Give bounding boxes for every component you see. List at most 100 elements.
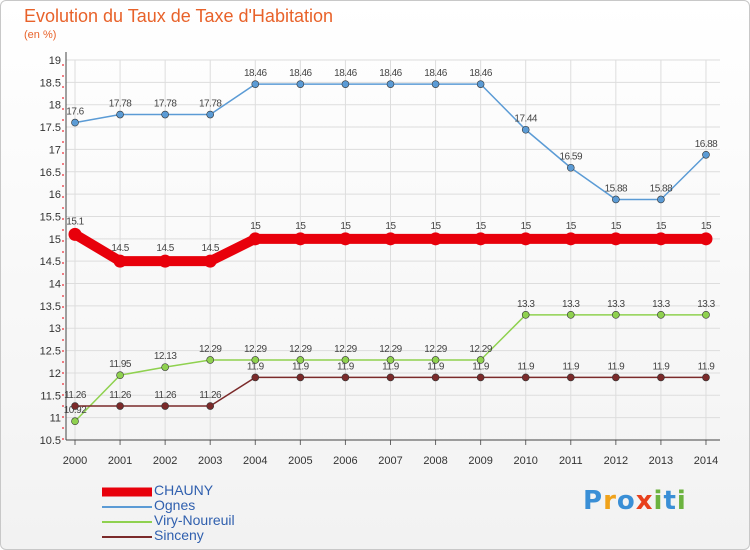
y-tick-label: 11.5 <box>40 390 61 402</box>
data-label: 13.3 <box>652 299 670 310</box>
data-point <box>431 80 440 88</box>
data-point <box>116 402 124 410</box>
logo-letter: r <box>603 486 617 516</box>
data-label: 11.9 <box>562 361 580 372</box>
data-point <box>612 311 620 319</box>
data-point <box>161 110 169 119</box>
data-point <box>206 110 215 119</box>
data-label: 11.9 <box>698 361 716 372</box>
legend-label-viry-noureuil: Viry-Noureuil <box>154 512 235 528</box>
data-label: 11.9 <box>247 361 265 372</box>
data-point <box>71 417 79 426</box>
data-label: 18.46 <box>469 68 492 79</box>
data-label: 13.3 <box>607 299 625 310</box>
data-point <box>474 232 488 246</box>
data-point <box>296 80 305 88</box>
data-label: 18.46 <box>334 68 357 79</box>
x-tick-label: 2009 <box>468 455 492 467</box>
data-point <box>476 373 485 382</box>
data-point <box>251 373 260 382</box>
y-tick-label: 17.5 <box>40 122 61 134</box>
data-label: 11.9 <box>292 361 310 372</box>
data-label: 15.1 <box>66 216 84 227</box>
data-point <box>68 227 82 241</box>
data-point <box>521 125 530 134</box>
data-point <box>386 80 395 88</box>
y-tick-label: 13.5 <box>40 301 61 313</box>
data-label: 11.26 <box>199 390 222 401</box>
data-point <box>429 232 443 246</box>
data-label: 11.26 <box>109 390 132 401</box>
data-label: 12.29 <box>379 344 402 355</box>
data-label: 15 <box>476 221 487 232</box>
chart-subtitle: (en %) <box>24 29 57 41</box>
data-point <box>251 356 260 364</box>
logo-letter: t <box>663 486 677 516</box>
data-label: 12.29 <box>334 344 357 355</box>
data-point <box>431 356 440 364</box>
data-label: 12.13 <box>154 351 177 362</box>
data-label: 11.9 <box>382 361 400 372</box>
data-label: 13.3 <box>517 299 535 310</box>
y-tick-label: 15.5 <box>40 211 61 223</box>
data-point <box>702 311 710 319</box>
data-point <box>206 402 215 410</box>
data-label: 11.9 <box>607 361 625 372</box>
data-point <box>702 150 710 159</box>
x-tick-label: 2001 <box>108 455 132 467</box>
x-tick-label: 2005 <box>288 455 312 467</box>
y-tick-label: 11 <box>50 413 61 425</box>
x-tick-label: 2013 <box>649 455 673 467</box>
data-point <box>702 373 710 382</box>
y-tick-label: 14 <box>49 279 61 291</box>
data-label: 17.78 <box>199 99 222 110</box>
x-tick-label: 2003 <box>198 455 222 467</box>
data-label: 15 <box>340 221 351 232</box>
data-point <box>699 232 713 246</box>
data-point <box>203 254 217 268</box>
data-label: 15 <box>701 221 712 232</box>
data-label: 18.46 <box>289 68 312 79</box>
x-tick-label: 2011 <box>559 455 583 467</box>
data-label: 13.3 <box>562 299 580 310</box>
legend-label-ognes: Ognes <box>154 497 196 513</box>
data-point <box>654 232 668 246</box>
data-point <box>341 356 350 364</box>
y-tick-label: 12.5 <box>40 346 61 358</box>
x-tick-label: 2007 <box>378 455 402 467</box>
data-point <box>657 311 665 319</box>
data-label: 14.5 <box>111 243 129 254</box>
data-label: 18.46 <box>244 68 267 79</box>
data-point <box>341 373 350 382</box>
data-label: 13.3 <box>697 299 715 310</box>
data-point <box>566 163 575 172</box>
logo-letter: o <box>616 486 636 516</box>
data-point <box>521 311 530 319</box>
data-point <box>251 80 260 88</box>
data-label: 15 <box>385 221 396 232</box>
data-point <box>476 80 485 88</box>
data-point <box>476 356 485 364</box>
data-point <box>609 232 623 246</box>
proxiti-logo: Proxiti <box>583 486 687 516</box>
data-point <box>296 356 305 364</box>
data-point <box>566 311 575 319</box>
data-label: 15.88 <box>605 183 628 194</box>
data-point <box>612 373 620 382</box>
logo-letter: P <box>583 486 604 516</box>
data-label: 11.9 <box>517 361 535 372</box>
data-label: 15 <box>521 221 532 232</box>
data-point <box>116 110 124 119</box>
data-point <box>521 373 530 382</box>
x-tick-label: 2008 <box>423 455 447 467</box>
x-tick-label: 2000 <box>63 455 87 467</box>
data-point <box>161 363 169 371</box>
data-label: 11.9 <box>337 361 355 372</box>
data-label: 15 <box>295 221 306 232</box>
data-point <box>71 118 79 127</box>
y-tick-label: 18 <box>49 100 61 112</box>
logo-letter: x <box>635 486 654 516</box>
data-label: 12.29 <box>244 344 267 355</box>
